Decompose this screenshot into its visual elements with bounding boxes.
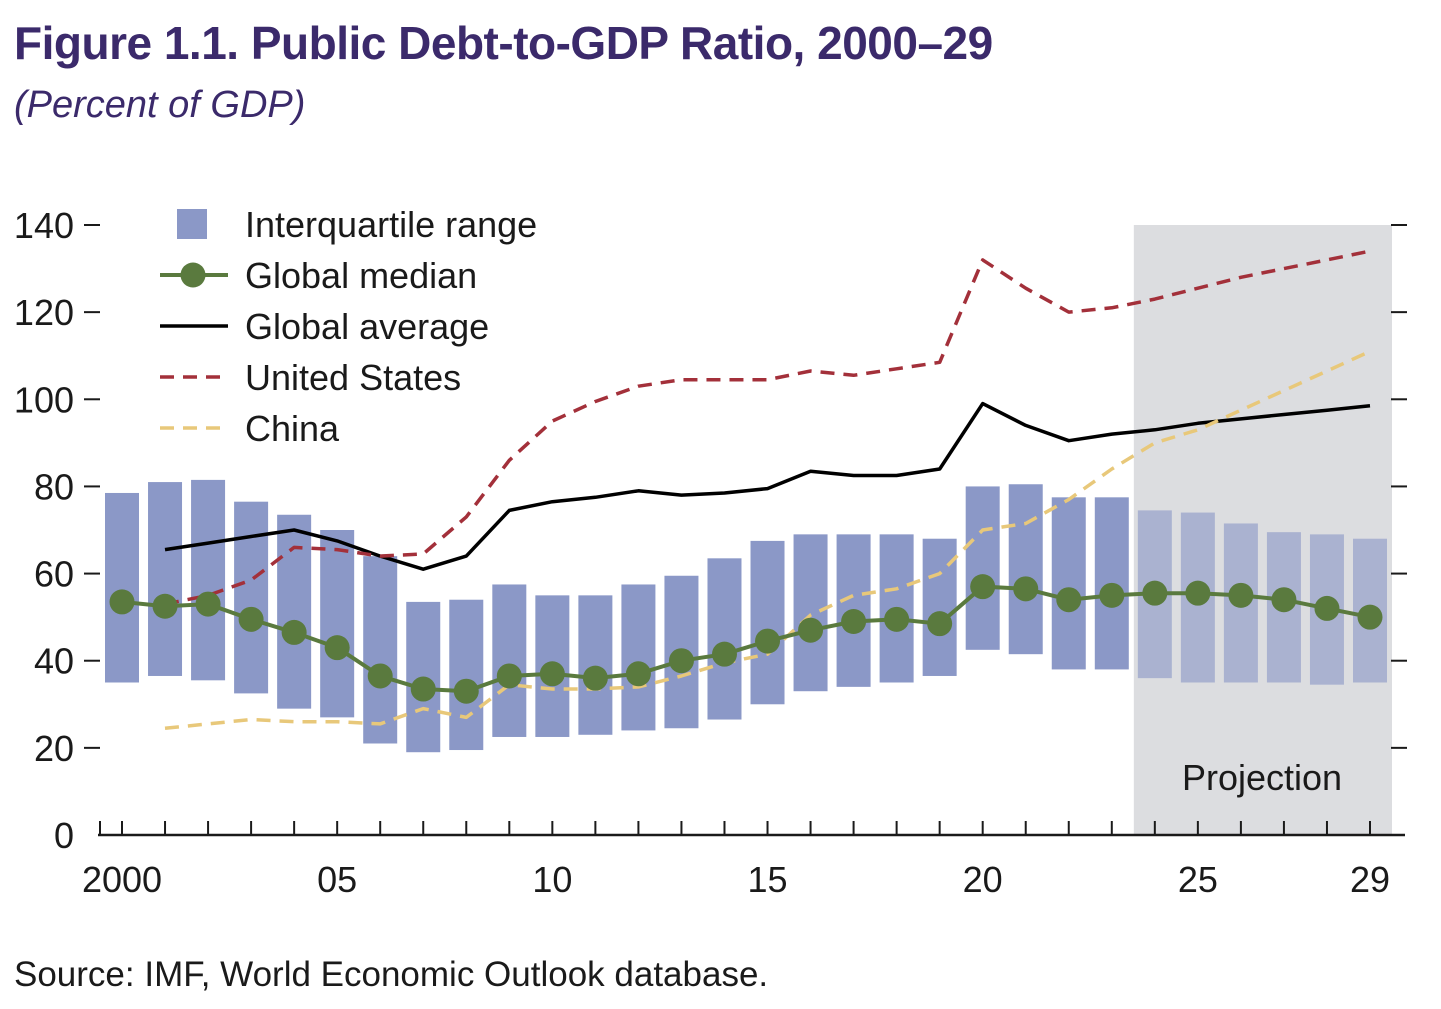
legend-label-global-median: Global median xyxy=(245,255,477,296)
median-point-2004 xyxy=(281,619,307,645)
median-point-2028 xyxy=(1314,595,1340,621)
projection-label: Projection xyxy=(1182,757,1342,798)
median-point-2024 xyxy=(1142,580,1168,606)
median-point-2022 xyxy=(1056,587,1082,613)
projection-shade xyxy=(1133,225,1392,835)
iqr-bar-2003 xyxy=(234,501,269,694)
y-tick-label-100: 100 xyxy=(14,379,74,420)
median-point-2026 xyxy=(1228,582,1254,608)
median-point-2020 xyxy=(970,574,996,600)
iqr-bar-2011 xyxy=(578,595,613,735)
median-point-2016 xyxy=(798,617,824,643)
y-tick-label-120: 120 xyxy=(14,292,74,333)
y-tick-label-0: 0 xyxy=(54,815,74,856)
median-point-2013 xyxy=(668,648,694,674)
series-line-china xyxy=(164,349,1371,731)
iqr-bar-2014 xyxy=(707,558,742,720)
y-tick-label-140: 140 xyxy=(14,205,74,246)
median-point-2007 xyxy=(410,676,436,702)
legend-label-global-average: Global average xyxy=(245,306,489,347)
median-point-2015 xyxy=(755,628,781,654)
iqr-bar-2001 xyxy=(148,482,183,676)
median-point-2003 xyxy=(238,606,264,632)
iqr-bar-2005 xyxy=(320,530,355,718)
median-point-2019 xyxy=(927,611,953,637)
median-point-2001 xyxy=(152,593,178,619)
legend-marker-global-median xyxy=(180,262,206,288)
iqr-bar-2006 xyxy=(363,556,398,744)
median-point-2011 xyxy=(582,665,608,691)
x-tick-label-2025: 25 xyxy=(1178,859,1218,900)
median-point-2005 xyxy=(324,635,350,661)
legend-swatch-interquartile-range xyxy=(177,209,207,239)
median-point-2014 xyxy=(711,641,737,667)
median-point-2017 xyxy=(841,609,867,634)
series-line-global-average xyxy=(164,401,1371,571)
iqr-bar-2020 xyxy=(965,486,1000,650)
x-tick-label-2015: 15 xyxy=(747,859,787,900)
legend-label-china: China xyxy=(245,408,340,449)
median-point-2002 xyxy=(195,591,221,617)
median-point-2010 xyxy=(539,661,565,687)
x-tick-label-2029: 29 xyxy=(1350,859,1390,900)
iqr-bar-2016 xyxy=(793,534,828,692)
y-tick-label-40: 40 xyxy=(34,641,74,682)
median-point-2023 xyxy=(1099,582,1125,608)
median-point-2029 xyxy=(1357,604,1383,630)
chart-subtitle: (Percent of GDP) xyxy=(14,84,306,126)
legend-label-united-states: United States xyxy=(245,357,461,398)
iqr-bar-2004 xyxy=(277,514,312,709)
source-note: Source: IMF, World Economic Outlook data… xyxy=(14,955,769,994)
legend-label-interquartile-range: Interquartile range xyxy=(245,204,537,245)
iqr-bar-2015 xyxy=(750,540,785,705)
median-point-2006 xyxy=(367,663,393,689)
median-point-2012 xyxy=(625,661,651,687)
iqr-bar-2000 xyxy=(105,492,139,683)
x-tick-label-2005: 05 xyxy=(317,859,357,900)
series-line-united-states xyxy=(164,249,1371,606)
median-point-2008 xyxy=(453,678,479,704)
iqr-bar-2008 xyxy=(449,599,484,751)
median-point-2018 xyxy=(884,606,910,632)
y-tick-label-80: 80 xyxy=(34,466,74,507)
y-tick-label-60: 60 xyxy=(34,554,74,595)
median-point-2025 xyxy=(1185,580,1211,606)
y-tick-label-20: 20 xyxy=(34,728,74,769)
x-tick-label-2000: 2000 xyxy=(82,859,162,900)
iqr-bar-2022 xyxy=(1051,497,1086,670)
x-tick-label-2010: 10 xyxy=(532,859,572,900)
median-point-2000 xyxy=(109,589,135,615)
iqr-bar-2021 xyxy=(1008,484,1043,655)
iqr-bar-2002 xyxy=(191,479,226,681)
median-point-2021 xyxy=(1013,576,1039,602)
iqr-bar-2009 xyxy=(492,584,527,737)
median-point-2009 xyxy=(496,663,522,689)
chart-title: Figure 1.1. Public Debt-to-GDP Ratio, 20… xyxy=(14,17,993,69)
median-point-2027 xyxy=(1271,587,1297,613)
iqr-bar-2012 xyxy=(621,584,656,731)
x-tick-label-2020: 20 xyxy=(963,859,1003,900)
